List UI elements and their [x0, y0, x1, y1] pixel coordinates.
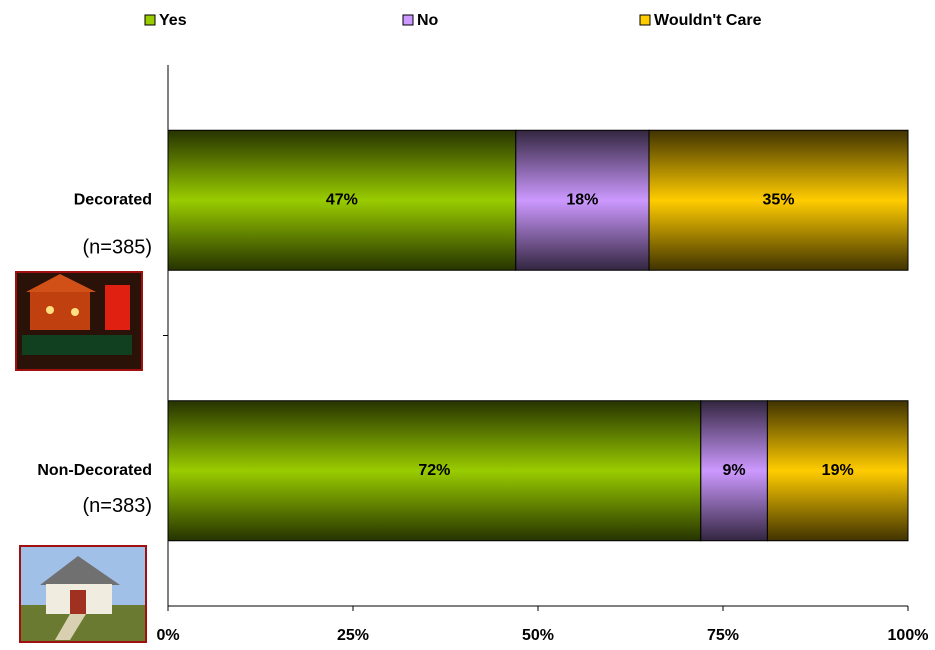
- x-tick-label: 75%: [707, 627, 739, 644]
- bar-segment: [648, 129, 909, 271]
- value-label: 47%: [326, 191, 358, 208]
- category-subtitle: (n=385): [83, 237, 153, 259]
- value-label: 9%: [723, 462, 746, 479]
- bar-segment: [167, 129, 517, 271]
- x-tick-label: 100%: [888, 627, 929, 644]
- x-tick-label: 50%: [522, 627, 554, 644]
- value-label: 35%: [762, 191, 794, 208]
- category-label: Non-Decorated: [37, 462, 152, 479]
- legend-swatch: [639, 14, 651, 26]
- category-label: Decorated: [74, 191, 152, 208]
- legend-label: Yes: [159, 12, 187, 29]
- photo-non-decorated: [19, 545, 147, 643]
- legend-label: Wouldn't Care: [654, 12, 762, 29]
- bar-segment: [167, 400, 702, 542]
- x-tick-label: 25%: [337, 627, 369, 644]
- legend-swatch: [402, 14, 414, 26]
- value-label: 18%: [566, 191, 598, 208]
- photo-decorated: [15, 271, 143, 371]
- value-label: 72%: [418, 462, 450, 479]
- legend-label: No: [417, 12, 439, 29]
- legend-swatch: [144, 14, 156, 26]
- category-subtitle: (n=383): [83, 495, 153, 517]
- bar-segment: [515, 129, 650, 271]
- value-label: 19%: [822, 462, 854, 479]
- bar-segment: [700, 400, 768, 542]
- x-tick-label: 0%: [156, 627, 179, 644]
- bar-segment: [766, 400, 909, 542]
